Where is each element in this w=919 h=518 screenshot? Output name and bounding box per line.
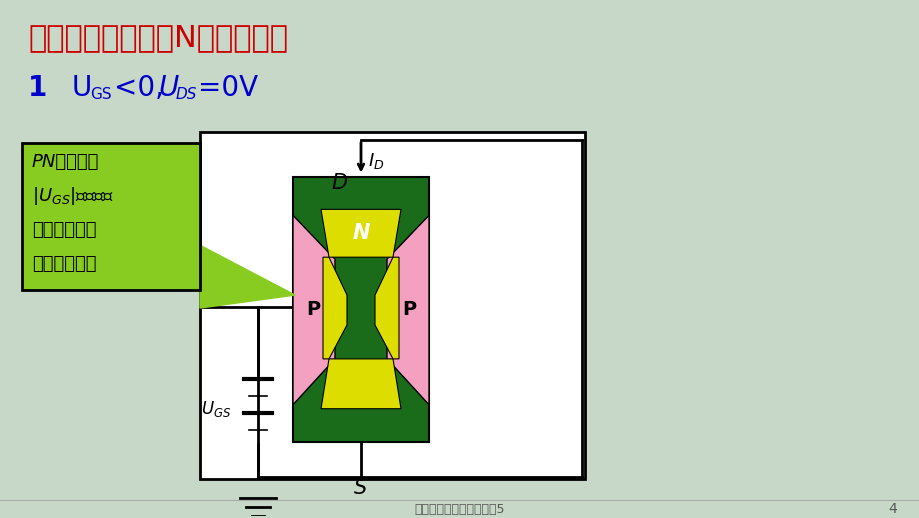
Text: G: G xyxy=(221,275,238,295)
Text: P: P xyxy=(306,299,320,319)
Text: N: N xyxy=(352,223,369,243)
Text: S: S xyxy=(354,479,368,498)
Text: $U_{GS}$: $U_{GS}$ xyxy=(200,399,231,419)
Polygon shape xyxy=(323,257,346,359)
Text: 晶体管及其小信号放大器5: 晶体管及其小信号放大器5 xyxy=(414,503,505,516)
Text: |$U_{GS}$|越大则耗: |$U_{GS}$|越大则耗 xyxy=(32,185,114,207)
Bar xyxy=(292,178,428,442)
Polygon shape xyxy=(292,215,335,405)
Polygon shape xyxy=(321,209,401,257)
Text: 4: 4 xyxy=(888,502,896,516)
Text: DS: DS xyxy=(176,87,198,102)
Polygon shape xyxy=(321,359,401,409)
Text: PN结反偏，: PN结反偏， xyxy=(32,153,99,171)
Text: U: U xyxy=(158,74,178,102)
Text: GS: GS xyxy=(90,87,111,102)
Text: 尽区越宽，导: 尽区越宽，导 xyxy=(32,221,96,239)
Text: <0,: <0, xyxy=(114,74,164,102)
Text: 二、工作原理（以N沟道为例）: 二、工作原理（以N沟道为例） xyxy=(28,23,288,52)
Text: U: U xyxy=(72,74,92,102)
Bar xyxy=(22,142,199,290)
Bar xyxy=(199,132,584,479)
Text: D: D xyxy=(331,174,346,193)
Polygon shape xyxy=(199,245,295,308)
Text: P: P xyxy=(402,299,415,319)
Text: 电沟道越窄。: 电沟道越窄。 xyxy=(32,255,96,273)
Text: $I_D$: $I_D$ xyxy=(368,151,384,171)
Polygon shape xyxy=(387,215,428,405)
Text: =0V: =0V xyxy=(198,74,258,102)
Polygon shape xyxy=(375,257,399,359)
Text: 1: 1 xyxy=(28,74,47,102)
